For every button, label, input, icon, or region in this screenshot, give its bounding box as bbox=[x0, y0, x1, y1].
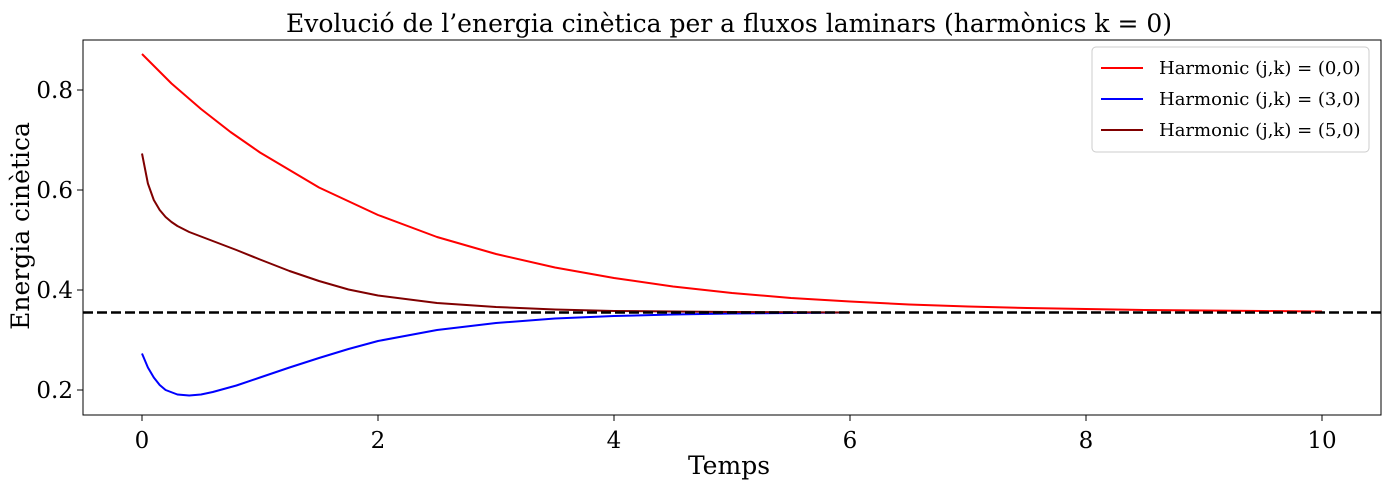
plot-area bbox=[82, 39, 1382, 416]
x-tick-label: 2 bbox=[371, 428, 386, 454]
y-tick-label: 0.8 bbox=[36, 78, 73, 104]
x-axis-label: Temps bbox=[688, 451, 770, 480]
legend-label-2: Harmonic (j,k) = (5,0) bbox=[1159, 120, 1361, 141]
chart-title: Evolució de l’energia cinètica per a flu… bbox=[286, 9, 1172, 38]
series-line-0 bbox=[141, 53, 1323, 313]
legend-label-1: Harmonic (j,k) = (3,0) bbox=[1159, 89, 1361, 110]
x-tick-label: 6 bbox=[843, 428, 858, 454]
series-line-2 bbox=[141, 153, 851, 314]
x-tick-label: 8 bbox=[1079, 428, 1094, 454]
x-axis: 0 2 4 6 8 10 bbox=[135, 415, 1337, 454]
y-tick-label: 0.6 bbox=[36, 178, 73, 204]
y-tick-label: 0.2 bbox=[36, 378, 73, 404]
x-tick-label: 0 bbox=[135, 428, 150, 454]
plot-frame bbox=[82, 39, 1382, 416]
y-tick-label: 0.4 bbox=[36, 278, 73, 304]
legend-box bbox=[1091, 46, 1370, 153]
series-layer bbox=[141, 53, 1323, 397]
legend-label-0: Harmonic (j,k) = (0,0) bbox=[1159, 58, 1361, 79]
x-tick-label: 10 bbox=[1307, 428, 1336, 454]
y-axis: 0.2 0.4 0.6 0.8 bbox=[36, 78, 83, 404]
legend: Harmonic (j,k) = (0,0) Harmonic (j,k) = … bbox=[1091, 46, 1370, 153]
x-tick-label: 4 bbox=[607, 428, 622, 454]
y-axis-label: Energia cinètica bbox=[6, 122, 35, 330]
series-line-1 bbox=[141, 311, 851, 397]
